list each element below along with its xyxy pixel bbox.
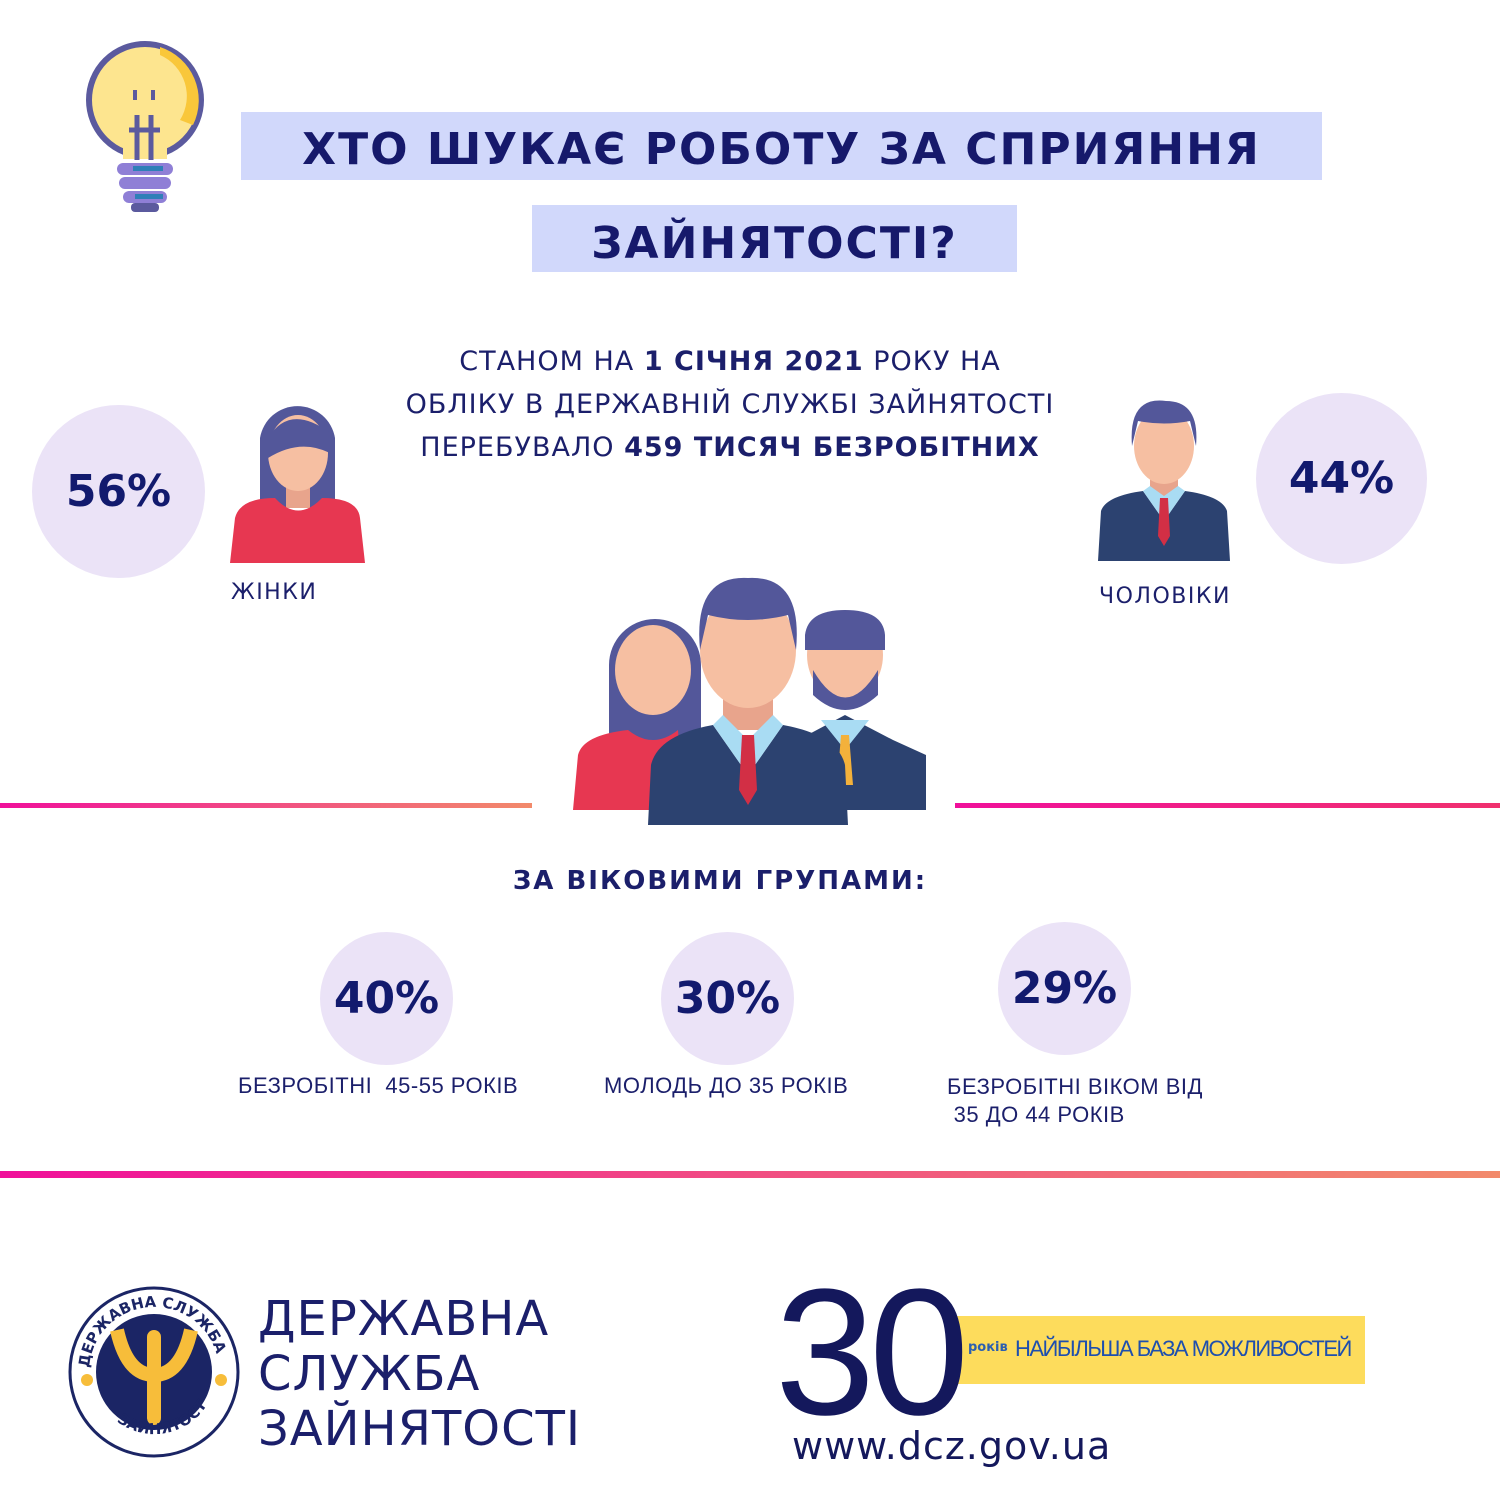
age-percent-35-44: 29% xyxy=(998,922,1131,1055)
logo-text-line: СЛУЖБА xyxy=(258,1346,481,1402)
slogan-text: НАЙБІЛЬША БАЗА МОЖЛИВОСТЕЙ xyxy=(1015,1336,1352,1361)
anniversary-number: 30 xyxy=(775,1252,969,1453)
divider-left xyxy=(0,803,532,808)
intro-text: СТАНОМ НА 1 СІЧНЯ 2021 РОКУ НА ОБЛІКУ В … xyxy=(400,340,1060,469)
intro-count: 459 ТИСЯЧ БЕЗРОБІТНИХ xyxy=(624,432,1040,463)
logo-text: ДЕРЖАВНА СЛУЖБА ЗАЙНЯТОСТІ xyxy=(258,1292,581,1457)
intro-date: 1 СІЧНЯ 2021 xyxy=(643,346,864,377)
age-label-45-55: БЕЗРОБІТНІ 45-55 РОКІВ xyxy=(238,1073,519,1098)
women-label: ЖІНКИ xyxy=(231,580,318,605)
age-label-35-44: БЕЗРОБІТНІ ВІКОМ ВІД 35 ДО 44 РОКІВ xyxy=(947,1074,1203,1127)
title-line-2: ЗАЙНЯТОСТІ? xyxy=(532,205,1017,272)
people-group-icon xyxy=(573,577,926,825)
website-link[interactable]: www.dcz.gov.ua xyxy=(792,1424,1112,1468)
slogan-banner xyxy=(955,1316,1365,1384)
employment-service-logo: ДЕРЖАВНА СЛУЖБА ЗАЙНЯТОСТІ xyxy=(67,1285,240,1458)
age-percent-under-35: 30% xyxy=(661,932,794,1065)
logo-text-line: ДЕРЖАВНА xyxy=(258,1291,550,1347)
age-label-under-35: МОЛОДЬ ДО 35 РОКІВ xyxy=(604,1073,849,1098)
age-heading: ЗА ВІКОВИМИ ГРУПАМИ: xyxy=(512,866,928,896)
women-percent: 56% xyxy=(32,405,205,578)
men-label: ЧОЛОВІКИ xyxy=(1099,584,1231,609)
man-icon xyxy=(1098,400,1230,561)
logo-text-line: ЗАЙНЯТОСТІ xyxy=(258,1401,582,1457)
title-line-1: ХТО ШУКАЄ РОБОТУ ЗА СПРИЯННЯ СЛУЖБИ xyxy=(241,112,1322,251)
woman-icon xyxy=(230,406,365,563)
men-percent: 44% xyxy=(1256,393,1427,564)
divider-right xyxy=(955,803,1500,808)
intro-part: РОКУ НА ОБЛІКУ В ДЕРЖАВНІЙ СЛУЖБІ ЗАЙНЯТ… xyxy=(405,346,1055,463)
age-percent-45-55: 40% xyxy=(320,932,453,1065)
intro-part: СТАНОМ НА xyxy=(459,346,644,377)
lightbulb-icon xyxy=(86,41,204,212)
anniversary-unit: років xyxy=(968,1340,1008,1355)
divider-bottom xyxy=(0,1171,1500,1178)
